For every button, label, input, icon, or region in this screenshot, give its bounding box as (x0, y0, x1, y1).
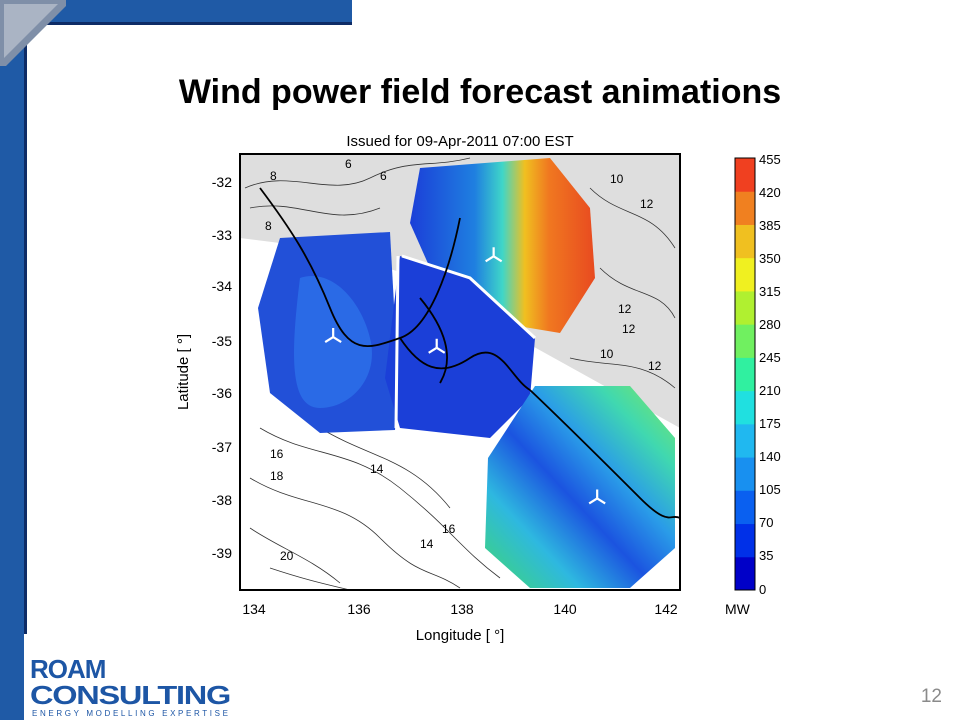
x-tick-label: 140 (553, 601, 577, 617)
colorbar-tick-label: 175 (759, 416, 781, 431)
forecast-figure: Issued for 09-Apr-2011 07:00 EST (175, 133, 781, 644)
colorbar-band (735, 158, 755, 192)
slide-title: Wind power field forecast animations (178, 73, 782, 111)
x-axis-label: Longitude [ °] (416, 627, 505, 644)
contour-lines (244, 157, 676, 590)
y-tick-label: -35 (212, 333, 232, 349)
colorbar-band (735, 523, 755, 558)
region-south-east (485, 386, 675, 588)
contour-label: 12 (618, 302, 632, 316)
y-tick-label: -32 (212, 174, 232, 190)
contour-label: 10 (600, 347, 614, 361)
map-area: 6 6 8 8 10 12 12 12 10 12 16 18 14 14 16… (240, 154, 680, 590)
colorbar-bands (735, 158, 755, 591)
contour-label: 12 (640, 197, 654, 211)
contour-label: 12 (622, 322, 636, 336)
colorbar-band (735, 423, 755, 458)
colorbar-band (735, 290, 755, 325)
colorbar-tick-label: 245 (759, 350, 781, 365)
y-axis-label: Latitude [ °] (175, 334, 192, 410)
colorbar-tick-label: 385 (759, 218, 781, 233)
contour-label: 16 (442, 522, 456, 536)
y-tick-label: -38 (212, 492, 232, 508)
y-tick-label: -36 (212, 385, 232, 401)
y-tick-label: -39 (212, 545, 232, 561)
colorbar-band (735, 257, 755, 292)
contour-label: 18 (270, 469, 284, 483)
x-tick-label: 142 (654, 601, 678, 617)
colorbar-tick-label: 105 (759, 482, 781, 497)
colorbar-band (735, 191, 755, 225)
colorbar-tick-label: 35 (759, 548, 773, 563)
colorbar-tick-label: 0 (759, 582, 766, 597)
colorbar-band (735, 390, 755, 425)
x-tick-label: 138 (450, 601, 474, 617)
figure-title: Issued for 09-Apr-2011 07:00 EST (346, 133, 573, 150)
contour-label-group: 6 6 8 8 10 12 12 12 10 12 16 18 14 14 16… (265, 157, 662, 563)
y-tick-label: -34 (212, 278, 232, 294)
plot-border (239, 153, 681, 591)
colorbar-tick-label: 70 (759, 515, 773, 530)
colorbar-unit: MW (725, 601, 751, 617)
logo-line1: ROAM (30, 654, 105, 684)
contour-label: 16 (270, 447, 284, 461)
region-north-east (410, 158, 595, 333)
turbine-markers (324, 247, 606, 505)
contour-label: 12 (648, 359, 662, 373)
colorbar-tick-label: 455 (759, 152, 781, 167)
turbine-marker-icon (428, 338, 446, 354)
logo-tagline: ENERGY MODELLING EXPERTISE (32, 709, 228, 718)
contour-label: 8 (265, 219, 272, 233)
contour-label: 6 (345, 157, 352, 171)
coastline (259, 187, 680, 519)
left-frame-bar (0, 0, 24, 720)
colorbar-band (735, 324, 755, 358)
contour-label: 8 (270, 169, 277, 183)
colorbar-band (735, 224, 755, 259)
x-tick-label: 134 (242, 601, 266, 617)
colorbar-ticks: 455 420 385 350 315 280 245 210 175 140 … (759, 152, 781, 597)
x-axis: 134 136 138 140 142 (242, 601, 678, 617)
turbine-marker-icon (324, 328, 342, 343)
colorbar: 455 420 385 350 315 280 245 210 175 140 … (725, 152, 781, 617)
colorbar-tick-label: 350 (759, 251, 781, 266)
y-axis: -32 -33 -34 -35 -36 -37 -38 -39 (212, 174, 232, 561)
y-tick-label: -33 (212, 227, 232, 243)
colorbar-tick-label: 420 (759, 185, 781, 200)
contour-label: 6 (380, 169, 387, 183)
colorbar-band (735, 490, 755, 525)
colorbar-tick-label: 210 (759, 383, 781, 398)
colorbar-tick-label: 280 (759, 317, 781, 332)
colorbar-tick-label: 315 (759, 284, 781, 299)
colorbar-band (735, 357, 755, 392)
colorbar-tick-label: 140 (759, 449, 781, 464)
turbine-marker-icon (588, 489, 606, 505)
turbine-marker-icon (485, 247, 503, 263)
colorbar-band (735, 556, 755, 591)
y-tick-label: -37 (212, 439, 232, 455)
contour-label: 14 (420, 537, 434, 551)
contour-label: 14 (370, 462, 384, 476)
roam-consulting-logo: ROAM CONSULTING ENERGY MODELLING EXPERTI… (30, 654, 231, 718)
page-number: 12 (920, 686, 942, 707)
contour-label: 10 (610, 172, 624, 186)
contour-label: 20 (280, 549, 294, 563)
x-tick-label: 136 (347, 601, 371, 617)
colorbar-band (735, 457, 755, 491)
logo-line2: CONSULTING (30, 680, 230, 710)
